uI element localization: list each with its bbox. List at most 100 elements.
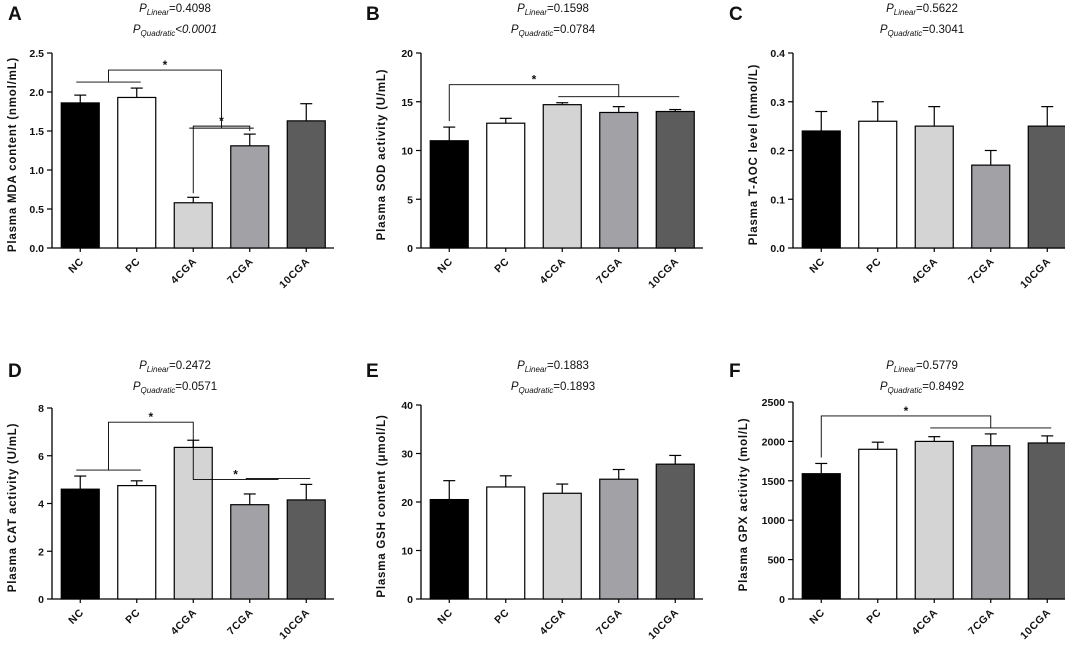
category-label: NC <box>66 607 86 627</box>
category-label: 7CGA <box>966 607 997 638</box>
category-label: NC <box>807 607 827 627</box>
bar-nc <box>60 102 100 249</box>
p-value: =0.8492 <box>922 381 964 393</box>
y-tick-label: 0 <box>407 243 413 255</box>
bar-4cga <box>914 440 954 600</box>
category-label: 7CGA <box>225 607 256 638</box>
y-tick-label: 4 <box>38 499 44 511</box>
p-subscript: Quadratic <box>519 29 554 38</box>
bar-pc <box>858 448 898 600</box>
chart-panel-d: D PLinear=0.2472PQuadratic=0.057102468Pla… <box>7 360 334 642</box>
y-tick-label: 0 <box>38 594 44 606</box>
bar-7cga <box>971 164 1011 249</box>
category-label: PC <box>492 607 512 627</box>
p-symbol: P <box>133 381 141 393</box>
category-label: NC <box>807 256 827 276</box>
panel-letter: D <box>8 361 22 382</box>
p-value: =0.0784 <box>553 24 595 36</box>
y-tick-label: 0.3 <box>770 97 785 109</box>
y-tick-label: 2 <box>38 546 44 558</box>
bar-10cga <box>655 110 695 249</box>
y-tick-label: 2.0 <box>29 87 44 99</box>
bracket-line <box>192 434 279 480</box>
y-tick-label: 1000 <box>762 515 786 527</box>
category-label: 4CGA <box>169 607 200 638</box>
y-axis-label: Plasma T-AOC level (mmol/L) <box>748 64 760 245</box>
bar-4cga <box>914 125 954 249</box>
y-tick-label: 30 <box>401 449 413 461</box>
category-label: 7CGA <box>225 256 256 287</box>
bar-nc <box>801 473 841 600</box>
category-label: 4CGA <box>910 256 941 287</box>
category-label: 10CGA <box>646 256 681 291</box>
y-axis-label: Plasma GSH content (μmol/L) <box>376 414 388 597</box>
bracket-line <box>108 421 194 471</box>
y-tick-label: 0.0 <box>770 243 785 255</box>
significance-star: * <box>149 410 154 424</box>
chart-panel-e: E PLinear=0.1883PQuadratic=0.189301020304… <box>366 360 703 642</box>
category-label: 10CGA <box>1018 607 1053 642</box>
y-tick-label: 20 <box>401 48 413 60</box>
bar-7cga <box>599 478 639 600</box>
bar-pc <box>117 484 157 600</box>
p-subscript: Linear <box>894 8 917 17</box>
y-tick-label: 500 <box>767 555 785 567</box>
category-label: PC <box>123 607 143 627</box>
bar-10cga <box>1027 125 1065 249</box>
y-tick-label: 6 <box>38 451 44 463</box>
significance-star: * <box>904 404 909 418</box>
category-label: PC <box>864 256 884 276</box>
y-tick-label: 0.0 <box>29 243 44 255</box>
category-label: NC <box>66 256 86 276</box>
y-tick-label: 0.2 <box>770 146 785 158</box>
bar-10cga <box>655 463 695 600</box>
p-quadratic-annotation: PQuadratic=0.3041 <box>880 24 964 38</box>
y-axis-label: Plasma SOD activity (U/mL) <box>376 69 388 241</box>
p-value: =0.4098 <box>169 3 211 15</box>
category-label: 10CGA <box>646 607 681 642</box>
y-tick-label: 5 <box>407 194 413 206</box>
category-label: 4CGA <box>910 607 941 638</box>
y-tick-label: 2.5 <box>29 48 44 60</box>
p-symbol: P <box>511 24 519 36</box>
bar-10cga <box>286 120 326 249</box>
significance-star: * <box>163 58 168 72</box>
bar-pc <box>858 120 898 249</box>
bar-pc <box>486 486 526 600</box>
category-label: 4CGA <box>169 256 200 287</box>
bar-nc <box>429 498 469 600</box>
y-axis-label: Plasma CAT activity (U/mL) <box>7 423 19 593</box>
significance-bracket: * <box>192 434 311 481</box>
chart-panel-b: B PLinear=0.1598PQuadratic=0.078405101520… <box>366 3 703 291</box>
p-value: =0.1883 <box>547 360 589 372</box>
p-linear-annotation: PLinear=0.5622 <box>886 3 958 17</box>
bar-nc <box>60 488 100 600</box>
bar-7cga <box>971 445 1011 600</box>
p-symbol: P <box>133 24 141 36</box>
bracket-line <box>820 415 992 458</box>
p-symbol: P <box>517 360 525 372</box>
p-symbol: P <box>886 360 894 372</box>
bar-7cga <box>230 145 270 249</box>
bar-4cga <box>542 104 582 249</box>
y-tick-label: 20 <box>401 497 413 509</box>
bar-nc <box>801 130 841 249</box>
p-value: =0.5779 <box>916 360 958 372</box>
bar-4cga <box>173 202 213 249</box>
category-label: 10CGA <box>277 607 312 642</box>
bracket-line <box>108 69 222 129</box>
bar-4cga <box>542 492 582 600</box>
category-label: 7CGA <box>594 256 625 287</box>
chart-panel-c: C PLinear=0.5622PQuadratic=0.30410.00.10.… <box>729 3 1065 291</box>
p-symbol: P <box>139 360 147 372</box>
y-tick-label: 8 <box>38 403 44 415</box>
significance-bracket: * <box>76 58 254 129</box>
y-tick-label: 2500 <box>762 397 786 409</box>
panel-letter: E <box>366 361 379 382</box>
y-tick-label: 10 <box>401 546 413 558</box>
p-value: =0.5622 <box>916 3 958 15</box>
p-linear-annotation: PLinear=0.5779 <box>886 360 958 374</box>
p-subscript: Quadratic <box>888 29 923 38</box>
significance-bracket: * <box>820 404 1052 458</box>
category-label: 4CGA <box>538 607 569 638</box>
